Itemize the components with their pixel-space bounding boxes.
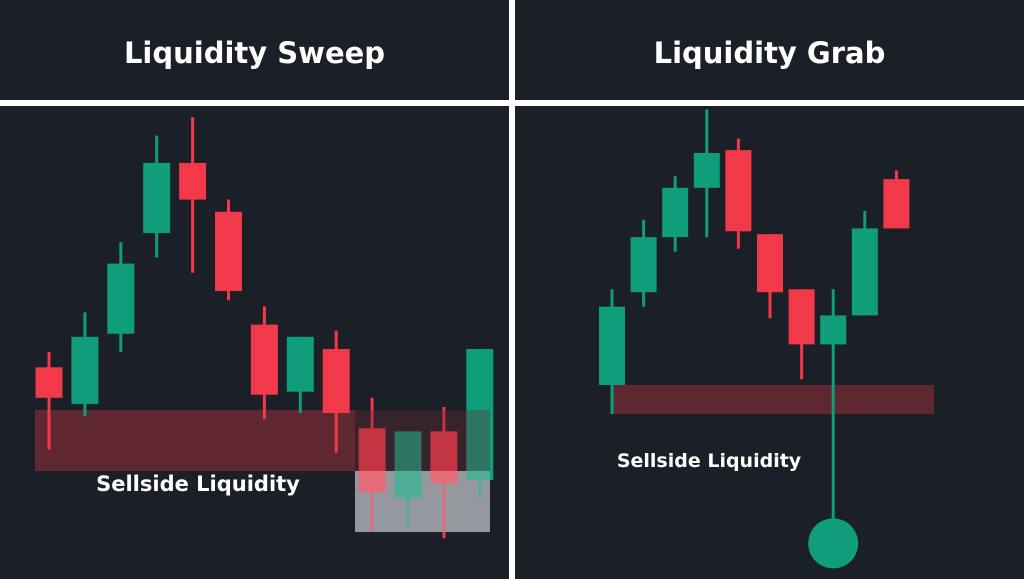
left-panel: Liquidity Sweep: [0, 0, 509, 579]
bearish-candle-body: [215, 211, 242, 292]
bullish-candle-body: [851, 228, 878, 316]
candle: [599, 289, 625, 414]
candle: [143, 135, 171, 258]
bearish-candle-body: [35, 367, 63, 398]
bullish-candle-body: [599, 306, 625, 385]
candle: [757, 234, 783, 319]
zone-label: Sellside Liquidity: [96, 472, 300, 496]
bullish-candle-body: [71, 336, 99, 404]
zone-label: Sellside Liquidity: [617, 450, 802, 472]
candle: [71, 312, 99, 417]
left-title: Liquidity Sweep: [123, 36, 386, 70]
bearish-candle-body: [883, 179, 910, 229]
bullish-candle-body: [107, 263, 135, 334]
bullish-candle-body: [286, 336, 314, 392]
bearish-candle-body: [322, 349, 350, 414]
sweep-zone-upper: [355, 410, 490, 471]
grab-marker-circle: [808, 518, 859, 569]
bullish-candle-body: [466, 349, 494, 481]
candle: [466, 349, 494, 499]
candle: [788, 289, 815, 380]
candle: [725, 138, 752, 249]
bearish-candle-body: [179, 162, 207, 200]
bearish-candle-body: [358, 428, 386, 493]
candle: [215, 199, 242, 301]
candle: [394, 431, 422, 526]
candle: [851, 211, 878, 316]
sellside-liquidity-zone: [612, 385, 934, 414]
liquidity-grab-chart: Sellside Liquidity: [599, 109, 934, 569]
candle: [250, 306, 278, 420]
bearish-candle-body: [757, 234, 783, 293]
bullish-candle-body: [693, 153, 720, 188]
bearish-candle-body: [250, 324, 278, 395]
candle: [662, 176, 689, 252]
liquidity-sweep-chart: Sellside Liquidity: [35, 117, 494, 539]
sellside-liquidity-zone: [35, 410, 355, 471]
bullish-candle-body: [394, 431, 422, 499]
candle: [35, 352, 63, 450]
bullish-candle-body: [143, 162, 171, 234]
bullish-candle-body: [662, 187, 689, 238]
candle: [883, 170, 910, 229]
right-title: Liquidity Grab: [653, 36, 886, 70]
candle: [322, 330, 350, 453]
bullish-candle-body: [630, 237, 657, 293]
candle: [430, 406, 458, 539]
candle: [179, 117, 207, 273]
right-panel: Liquidity Grab: [515, 0, 1024, 579]
bearish-candle-body: [788, 289, 815, 345]
candle: [358, 397, 386, 532]
candle: [286, 336, 314, 414]
candle: [693, 109, 720, 238]
candle: [820, 289, 847, 519]
bullish-candle-body: [820, 315, 847, 345]
vertical-divider: [509, 0, 515, 579]
bearish-candle-body: [725, 150, 752, 232]
sweep-overlay: [355, 471, 490, 532]
bearish-candle-body: [430, 431, 458, 484]
candle: [630, 219, 657, 307]
candle: [107, 242, 135, 353]
